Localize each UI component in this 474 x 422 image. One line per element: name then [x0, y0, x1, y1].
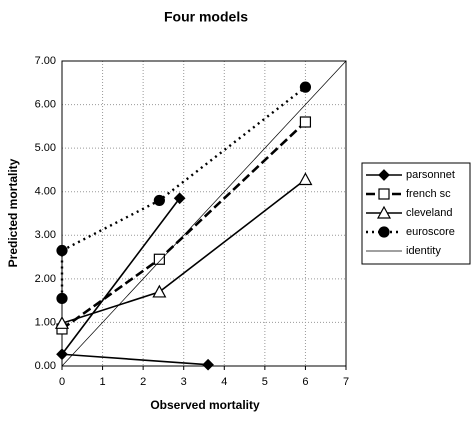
marker — [56, 292, 68, 305]
x-tick-label: 2 — [140, 376, 146, 388]
marker — [299, 81, 312, 93]
y-tick-label: 0.00 — [35, 360, 56, 372]
marker — [378, 169, 390, 181]
marker — [153, 253, 165, 265]
x-tick-label: 0 — [59, 376, 65, 388]
marker — [378, 188, 390, 200]
y-tick-label: 5.00 — [35, 142, 56, 154]
series-line — [60, 86, 307, 299]
y-tick-label: 4.00 — [35, 186, 56, 198]
y-tick-label: 3.00 — [35, 229, 56, 241]
legend-label: parsonnet — [406, 169, 455, 181]
y-tick-label: 7.00 — [35, 55, 56, 67]
y-tick-label: 1.00 — [35, 316, 56, 328]
series-line — [60, 197, 209, 366]
x-tick-label: 5 — [262, 376, 268, 388]
marker — [299, 116, 312, 128]
series-line — [61, 121, 307, 331]
legend-label: identity — [406, 245, 441, 257]
marker — [298, 172, 313, 186]
marker — [56, 244, 68, 257]
y-tick-label: 6.00 — [35, 98, 56, 110]
legend-label: french sc — [406, 188, 451, 200]
x-axis-label: Observed mortality — [150, 398, 260, 412]
marker — [378, 226, 390, 238]
x-tick-label: 4 — [221, 376, 227, 388]
marker — [56, 348, 68, 361]
x-tick-label: 7 — [343, 376, 349, 388]
legend-label: euroscore — [406, 226, 455, 238]
chart-title: Four models — [164, 9, 248, 25]
marker — [152, 284, 167, 298]
marker — [202, 358, 214, 371]
marker — [153, 194, 165, 207]
y-axis-label: Predicted mortality — [6, 158, 20, 267]
legend-label: cleveland — [406, 207, 452, 219]
y-tick-label: 2.00 — [35, 273, 56, 285]
series-line — [61, 60, 347, 367]
x-tick-label: 1 — [100, 376, 106, 388]
marker — [376, 205, 392, 219]
marker — [54, 316, 70, 329]
x-tick-label: 6 — [302, 376, 308, 388]
x-tick-label: 3 — [181, 376, 187, 388]
marker — [173, 192, 186, 205]
